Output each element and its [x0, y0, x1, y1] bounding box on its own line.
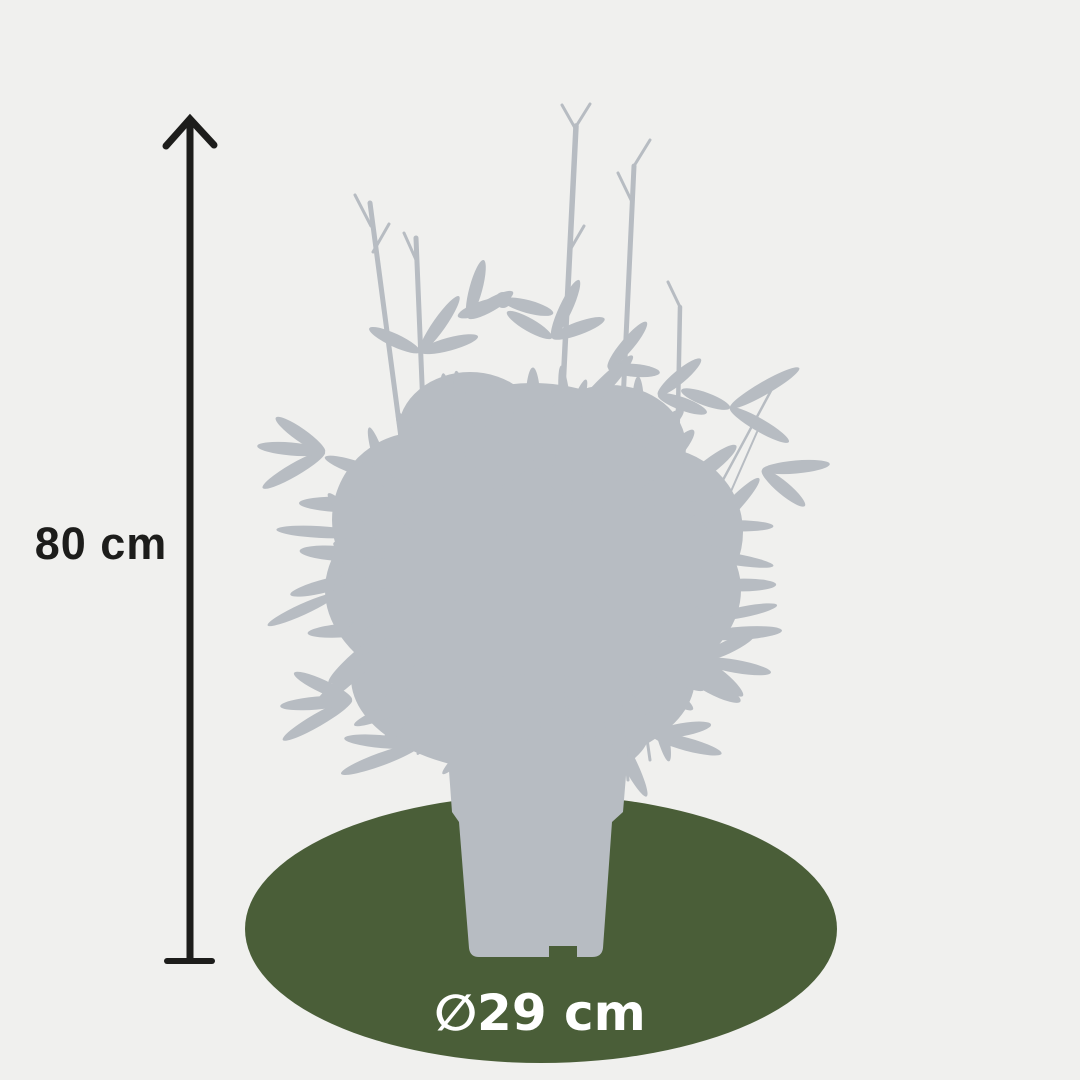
foliage-leaf — [345, 602, 393, 637]
spray-leaf — [762, 459, 830, 475]
foliage-leaf — [368, 627, 418, 640]
cane-twig — [353, 193, 373, 228]
spray-leaf — [282, 699, 353, 741]
spray-leaf — [293, 671, 353, 702]
spray-leaf — [419, 296, 460, 353]
foliage-leaf — [592, 425, 610, 481]
foliage-leaf — [354, 692, 432, 727]
foliage-leaf — [327, 493, 379, 549]
spray-leaf — [651, 733, 722, 756]
cane-twig — [616, 171, 634, 204]
foliage-leaf — [710, 578, 777, 592]
pot-silhouette — [448, 751, 628, 957]
spray-leaf — [550, 279, 581, 339]
foliage-leaf — [681, 668, 741, 703]
spray-leaf — [729, 367, 800, 409]
spray-leaf — [651, 721, 712, 739]
cane-twig — [402, 231, 419, 264]
cane-twig — [632, 138, 652, 168]
cane-twig — [573, 102, 592, 130]
foliage-leaf — [443, 670, 459, 735]
spray-leaf — [275, 416, 326, 453]
foliage-leaf — [540, 416, 556, 466]
foliage-leaf — [379, 489, 429, 538]
spray-leaf — [506, 310, 553, 340]
foliage-leaf — [454, 700, 485, 754]
foliage-leaf — [562, 379, 588, 442]
spray-leaf — [465, 259, 486, 319]
foliage-leaf — [276, 525, 362, 539]
height-arrow — [162, 113, 218, 964]
foliage-leaf — [648, 429, 695, 481]
foliage-leaf — [489, 384, 515, 468]
cane-twig — [560, 103, 577, 130]
foliage-leaf — [645, 622, 701, 646]
spray-leaf — [551, 317, 605, 340]
spray-leaf — [344, 734, 420, 749]
foliage-leaf — [349, 588, 420, 603]
foliage-leaf — [333, 540, 388, 560]
foliage-leaf — [460, 406, 477, 471]
foliage-leaf — [682, 562, 733, 584]
foliage-leaf — [658, 586, 723, 604]
foliage-leaf — [619, 681, 640, 731]
spray-leaf — [700, 657, 771, 676]
foliage-leaf — [408, 427, 453, 479]
foliage-leaf — [564, 677, 585, 738]
foliage-leaf — [333, 558, 395, 585]
foliage-leaf — [709, 603, 778, 621]
foliage-leaf — [395, 443, 428, 488]
spray-leaf — [657, 393, 707, 415]
cane-twig — [568, 224, 586, 252]
spray-leaf — [280, 695, 352, 711]
foliage-leaf — [356, 643, 425, 661]
lower-stem — [638, 688, 652, 762]
spray-leaf — [657, 358, 702, 396]
foliage-leaf — [652, 607, 705, 622]
foliage-leaf — [704, 520, 774, 532]
foliage-leaf — [377, 656, 430, 712]
foliage-leaf — [631, 376, 645, 451]
bamboo-cane — [367, 200, 405, 448]
foliage-leaf — [525, 367, 541, 446]
spray-leaf — [419, 334, 479, 355]
foliage-leaf — [507, 386, 529, 447]
foliage-leaf — [538, 698, 553, 771]
spray-leaf — [607, 321, 648, 369]
foliage-leaf — [682, 444, 737, 489]
foliage-leaf — [439, 373, 455, 452]
spray-leaf — [457, 297, 504, 319]
foliage-leaf — [590, 679, 621, 721]
foliage-leaf — [371, 474, 445, 506]
foliage-leaf — [267, 592, 338, 627]
foliage-leaf — [661, 505, 719, 544]
foliage-leaf — [641, 501, 717, 518]
foliage-leaf — [702, 626, 782, 641]
height-label: 80 cm — [35, 518, 168, 569]
spray-leaf — [369, 326, 421, 354]
foliage-leaf — [669, 643, 716, 684]
foliage-leaf — [643, 658, 704, 692]
spray-leaf — [699, 659, 744, 697]
spray-leaf — [262, 451, 326, 489]
spray-leaf — [681, 388, 731, 410]
foliage-leaf — [623, 434, 643, 502]
cane-twig — [666, 280, 682, 309]
spray-leaf — [699, 633, 755, 662]
spray-leaf — [340, 743, 421, 776]
foliage-leaf — [416, 689, 454, 755]
cane-twig — [371, 222, 391, 254]
diameter-label: ∅29 cm — [434, 984, 646, 1042]
foliage-leaf — [619, 468, 688, 511]
spray-leaf — [502, 297, 554, 316]
foliage-leaf — [474, 421, 511, 473]
foliage-leaf — [675, 541, 742, 560]
spray-leaf — [607, 363, 660, 378]
spray-leaf — [729, 407, 790, 443]
foliage-leaf — [638, 672, 694, 711]
foliage-leaf — [416, 682, 445, 733]
spray-leaf — [761, 469, 806, 507]
